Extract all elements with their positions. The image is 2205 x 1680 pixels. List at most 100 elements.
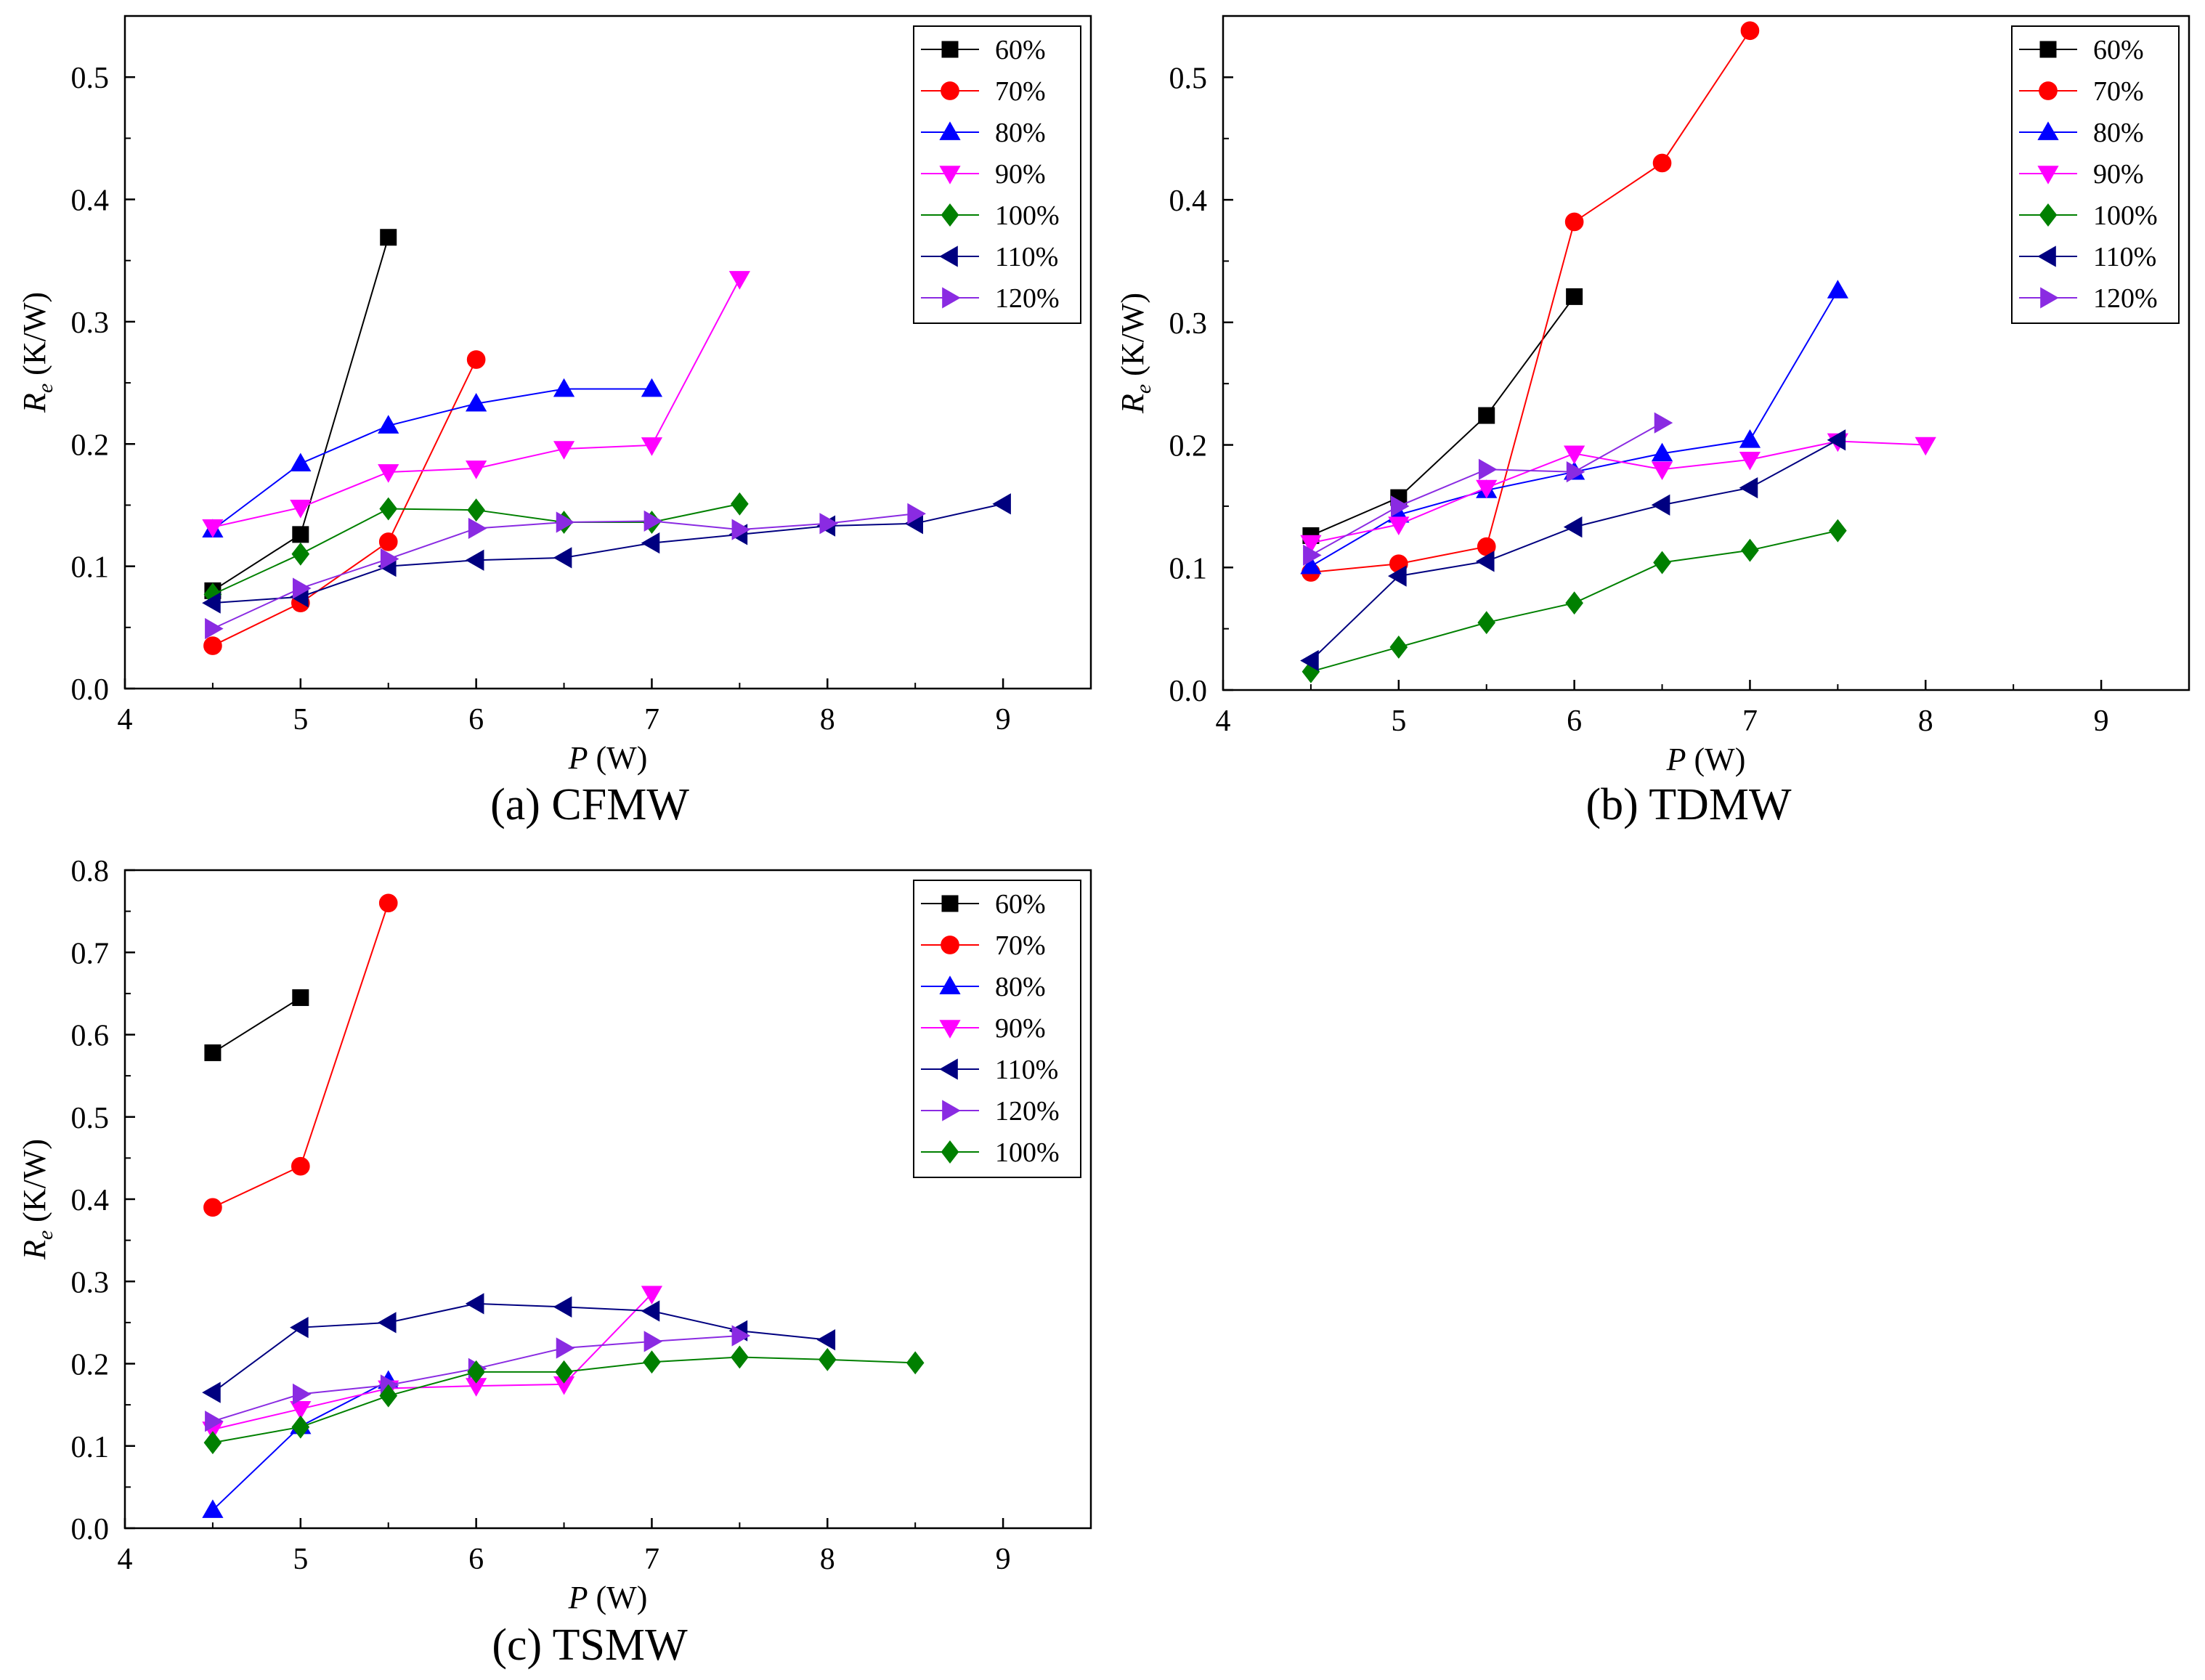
data-point <box>293 577 312 599</box>
y-axis-label: Re (K/W) <box>17 1139 57 1260</box>
data-point <box>293 1383 312 1405</box>
y-tick-label: 0.3 <box>1169 307 1208 341</box>
chart-panel-c: 4 5 6 7 8 9 0.0 0.1 0.2 0.3 0.4 0.5 0.6 0.7 0.8 P (W) Re… <box>17 855 1092 1670</box>
data-point <box>1303 544 1322 567</box>
data-point <box>1653 551 1671 575</box>
y-tick-label: 0.6 <box>71 1020 110 1053</box>
y-tick-label: 0.5 <box>1169 62 1208 95</box>
legend-item: 90% <box>921 1013 1046 1044</box>
series-60pct <box>204 989 309 1061</box>
legend-label: 90% <box>2093 159 2144 190</box>
x-axis-label-variable: P <box>568 740 588 776</box>
data-point <box>907 503 926 524</box>
data-point <box>556 1337 575 1359</box>
legend-label: 60% <box>995 889 1046 920</box>
data-point <box>378 532 398 551</box>
data-point <box>465 1293 484 1315</box>
data-point <box>728 271 750 290</box>
x-axis-label-variable: P <box>1666 742 1686 777</box>
legend-item: 60% <box>2019 35 2144 65</box>
y-axis-label-variable: R <box>1115 394 1150 414</box>
data-point <box>1389 636 1408 659</box>
data-point <box>819 513 839 535</box>
data-point <box>378 415 399 434</box>
data-point <box>641 1286 663 1304</box>
data-point <box>643 1350 661 1374</box>
data-point <box>202 1499 224 1518</box>
legend-item: 120% <box>921 283 1060 314</box>
legend-marker <box>942 1100 961 1121</box>
series-120pct <box>205 503 926 640</box>
legend-label: 120% <box>2093 283 2158 314</box>
data-point <box>1827 280 1848 299</box>
legend-label: 90% <box>995 1013 1046 1044</box>
legend-box <box>2011 25 2180 324</box>
data-point <box>641 437 663 456</box>
data-point <box>556 511 575 533</box>
data-point <box>731 1345 749 1369</box>
legend-item: 60% <box>921 889 1046 920</box>
data-point <box>203 636 222 655</box>
data-point <box>1478 458 1498 480</box>
x-tick-label: 4 <box>118 703 133 736</box>
data-point <box>290 453 312 472</box>
series-110pct <box>202 493 1011 614</box>
x-tick-label: 5 <box>293 1543 308 1576</box>
legend-marker <box>941 1140 959 1164</box>
legend-label: 80% <box>2093 118 2144 148</box>
y-tick-label: 0.2 <box>71 1349 110 1382</box>
data-point <box>1388 516 1410 535</box>
data-point <box>203 1198 222 1217</box>
legend-marker <box>941 41 959 58</box>
series-100pct <box>203 1345 925 1455</box>
legend-marker <box>2039 41 2057 58</box>
plot-frame <box>1222 15 2190 691</box>
data-point <box>555 1360 573 1384</box>
legend-marker <box>939 121 961 140</box>
x-axis-label: P (W) <box>568 740 648 776</box>
legend-marker <box>939 166 961 184</box>
data-point <box>1739 429 1761 448</box>
data-point <box>380 548 399 570</box>
data-point <box>1654 412 1673 434</box>
series-100pct <box>1302 519 1847 683</box>
y-tick-label: 0.5 <box>71 1102 110 1135</box>
data-point <box>818 1347 837 1371</box>
data-point <box>1914 437 1936 456</box>
y-tick-label: 0.0 <box>71 1513 110 1546</box>
series-line <box>1310 30 1751 574</box>
y-axis-label: Re (K/W) <box>17 292 57 413</box>
data-point <box>290 1317 309 1339</box>
x-tick-label: 6 <box>1567 705 1582 738</box>
data-point <box>202 519 224 538</box>
data-point <box>906 1351 925 1375</box>
data-point <box>1300 535 1322 554</box>
legend-item: 60% <box>921 35 1046 65</box>
data-point <box>1739 476 1758 499</box>
legend-label: 100% <box>2093 200 2158 231</box>
y-tick-label: 0.1 <box>71 551 110 585</box>
legend-marker <box>939 245 958 267</box>
data-point <box>1388 565 1407 587</box>
legend-box <box>913 25 1081 324</box>
series-80pct <box>202 378 663 537</box>
series-line <box>212 1293 653 1431</box>
data-point <box>1739 451 1761 471</box>
x-axis-label-variable: P <box>568 1580 588 1615</box>
legend-label: 100% <box>995 1137 1060 1168</box>
data-point <box>641 1300 660 1322</box>
x-tick-label: 8 <box>820 703 835 736</box>
y-axis-label-unit: (K/W) <box>17 1139 52 1230</box>
legend-marker <box>2040 287 2059 309</box>
legend-marker <box>941 81 959 100</box>
y-tick-label: 0.0 <box>1169 675 1208 708</box>
series-line <box>212 388 652 530</box>
data-point <box>202 1381 221 1403</box>
y-axis-label-subscript: e <box>33 384 57 393</box>
legend-item: 110% <box>2019 242 2156 272</box>
data-point <box>643 510 663 532</box>
data-point <box>292 989 309 1007</box>
data-point <box>643 1331 663 1352</box>
legend-item: 100% <box>921 1137 1060 1168</box>
x-tick-label: 6 <box>468 703 484 736</box>
